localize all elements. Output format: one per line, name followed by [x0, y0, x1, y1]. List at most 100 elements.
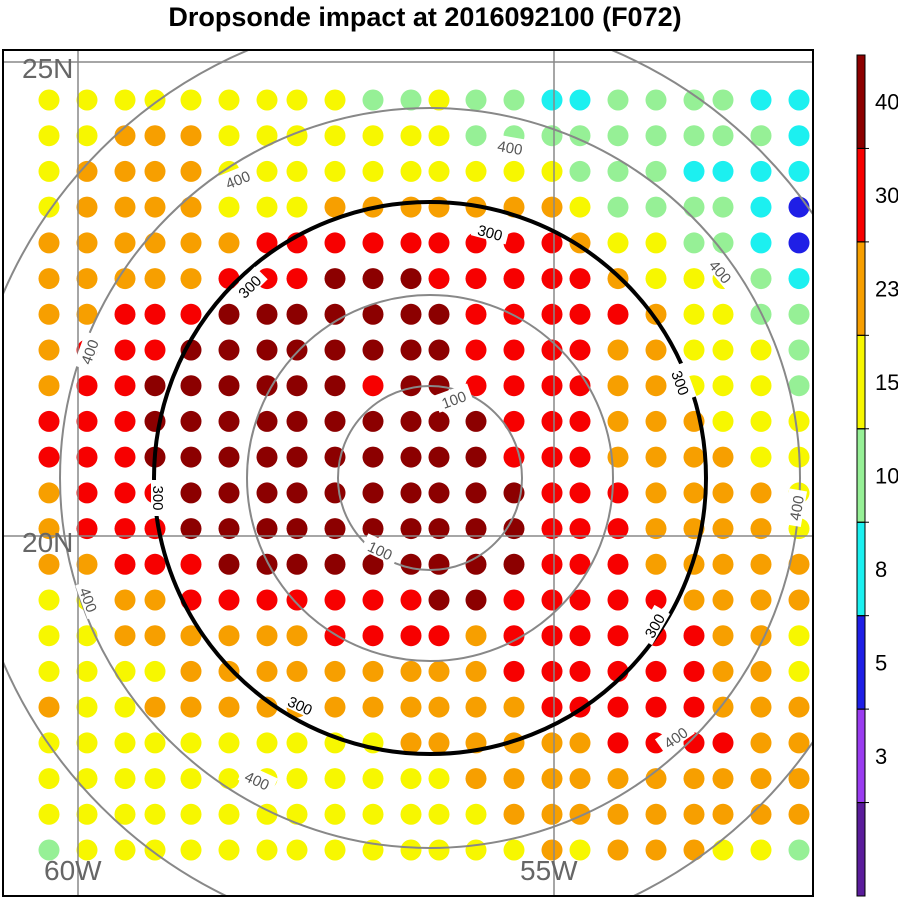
impact-dot — [256, 89, 278, 111]
impact-dot — [465, 410, 487, 432]
impact-dot — [712, 125, 734, 147]
impact-dot — [38, 232, 60, 254]
impact-dot — [180, 732, 202, 754]
impact-dot — [541, 589, 563, 611]
impact-dot — [38, 482, 60, 504]
impact-dot — [712, 232, 734, 254]
impact-dot — [645, 660, 667, 682]
impact-dot — [569, 803, 591, 825]
impact-dot — [465, 696, 487, 718]
impact-dot — [712, 732, 734, 754]
impact-dot — [788, 839, 810, 861]
impact-dot — [286, 339, 308, 361]
impact-dot — [645, 268, 667, 290]
impact-dot — [645, 339, 667, 361]
impact-dot — [286, 625, 308, 647]
impact-dot — [750, 768, 772, 790]
impact-dot — [400, 839, 422, 861]
impact-dot — [286, 410, 308, 432]
impact-dot — [144, 89, 166, 111]
impact-dot — [683, 660, 705, 682]
impact-dot — [428, 303, 450, 325]
impact-dot — [144, 589, 166, 611]
impact-dot — [114, 89, 136, 111]
impact-dot — [428, 660, 450, 682]
impact-dot — [750, 482, 772, 504]
impact-dot — [256, 553, 278, 575]
impact-dot — [541, 518, 563, 540]
impact-dot — [607, 768, 629, 790]
impact-dot — [607, 160, 629, 182]
contour-label: 400 — [787, 494, 808, 522]
impact-dot — [256, 446, 278, 468]
impact-dot — [428, 768, 450, 790]
impact-dot — [144, 339, 166, 361]
impact-dot — [428, 339, 450, 361]
colorbar-tick-label: 3 — [875, 744, 887, 769]
impact-dot — [750, 660, 772, 682]
contour-label: 400 — [496, 138, 524, 159]
impact-dot — [465, 482, 487, 504]
contour-label-bg — [217, 163, 258, 194]
map-frame — [2, 49, 814, 897]
impact-dot — [256, 339, 278, 361]
impact-dot — [180, 803, 202, 825]
impact-dot — [607, 518, 629, 540]
impact-dot — [607, 625, 629, 647]
impact-dot — [180, 839, 202, 861]
impact-dot — [569, 553, 591, 575]
impact-dot — [569, 303, 591, 325]
contour-label-bg — [75, 579, 105, 620]
impact-dot — [180, 410, 202, 432]
impact-dot — [114, 339, 136, 361]
impact-dot — [362, 160, 384, 182]
impact-dot — [362, 125, 384, 147]
lon-label-60w: 60W — [44, 855, 102, 886]
impact-dot — [286, 303, 308, 325]
contour-label-bg — [360, 533, 401, 565]
impact-dot — [400, 268, 422, 290]
impact-dot — [324, 553, 346, 575]
impact-dot — [362, 410, 384, 432]
impact-dot — [76, 232, 98, 254]
impact-dot — [607, 410, 629, 432]
impact-dot — [114, 696, 136, 718]
impact-dot — [607, 375, 629, 397]
impact-dot — [218, 803, 240, 825]
impact-dot — [324, 696, 346, 718]
impact-dot — [362, 518, 384, 540]
impact-dot — [38, 768, 60, 790]
impact-dot — [218, 696, 240, 718]
impact-dot — [76, 89, 98, 111]
colorbar-tick-label: 23 — [875, 277, 898, 302]
contour-label: 300 — [476, 222, 505, 245]
impact-dot — [286, 482, 308, 504]
impact-dot — [362, 482, 384, 504]
impact-dot — [683, 196, 705, 218]
impact-dot — [256, 410, 278, 432]
contour-label-bg — [667, 362, 697, 403]
impact-dot — [428, 160, 450, 182]
impact-dot — [712, 446, 734, 468]
impact-dot — [607, 803, 629, 825]
impact-dot — [114, 268, 136, 290]
impact-dot — [465, 303, 487, 325]
impact-dot — [428, 410, 450, 432]
colorbar-segment — [856, 54, 866, 149]
impact-dot — [541, 410, 563, 432]
colorbar-segment — [856, 615, 866, 710]
impact-dot — [750, 268, 772, 290]
colorbar-segment — [856, 147, 866, 243]
impact-dot — [645, 160, 667, 182]
impact-dot — [465, 125, 487, 147]
impact-dot — [180, 482, 202, 504]
impact-dot — [712, 660, 734, 682]
impact-dot — [465, 339, 487, 361]
impact-dot — [400, 482, 422, 504]
impact-dot — [76, 518, 98, 540]
impact-dot — [180, 660, 202, 682]
impact-dot — [144, 768, 166, 790]
impact-dot — [324, 803, 346, 825]
impact-dot — [362, 268, 384, 290]
impact-dot — [362, 589, 384, 611]
